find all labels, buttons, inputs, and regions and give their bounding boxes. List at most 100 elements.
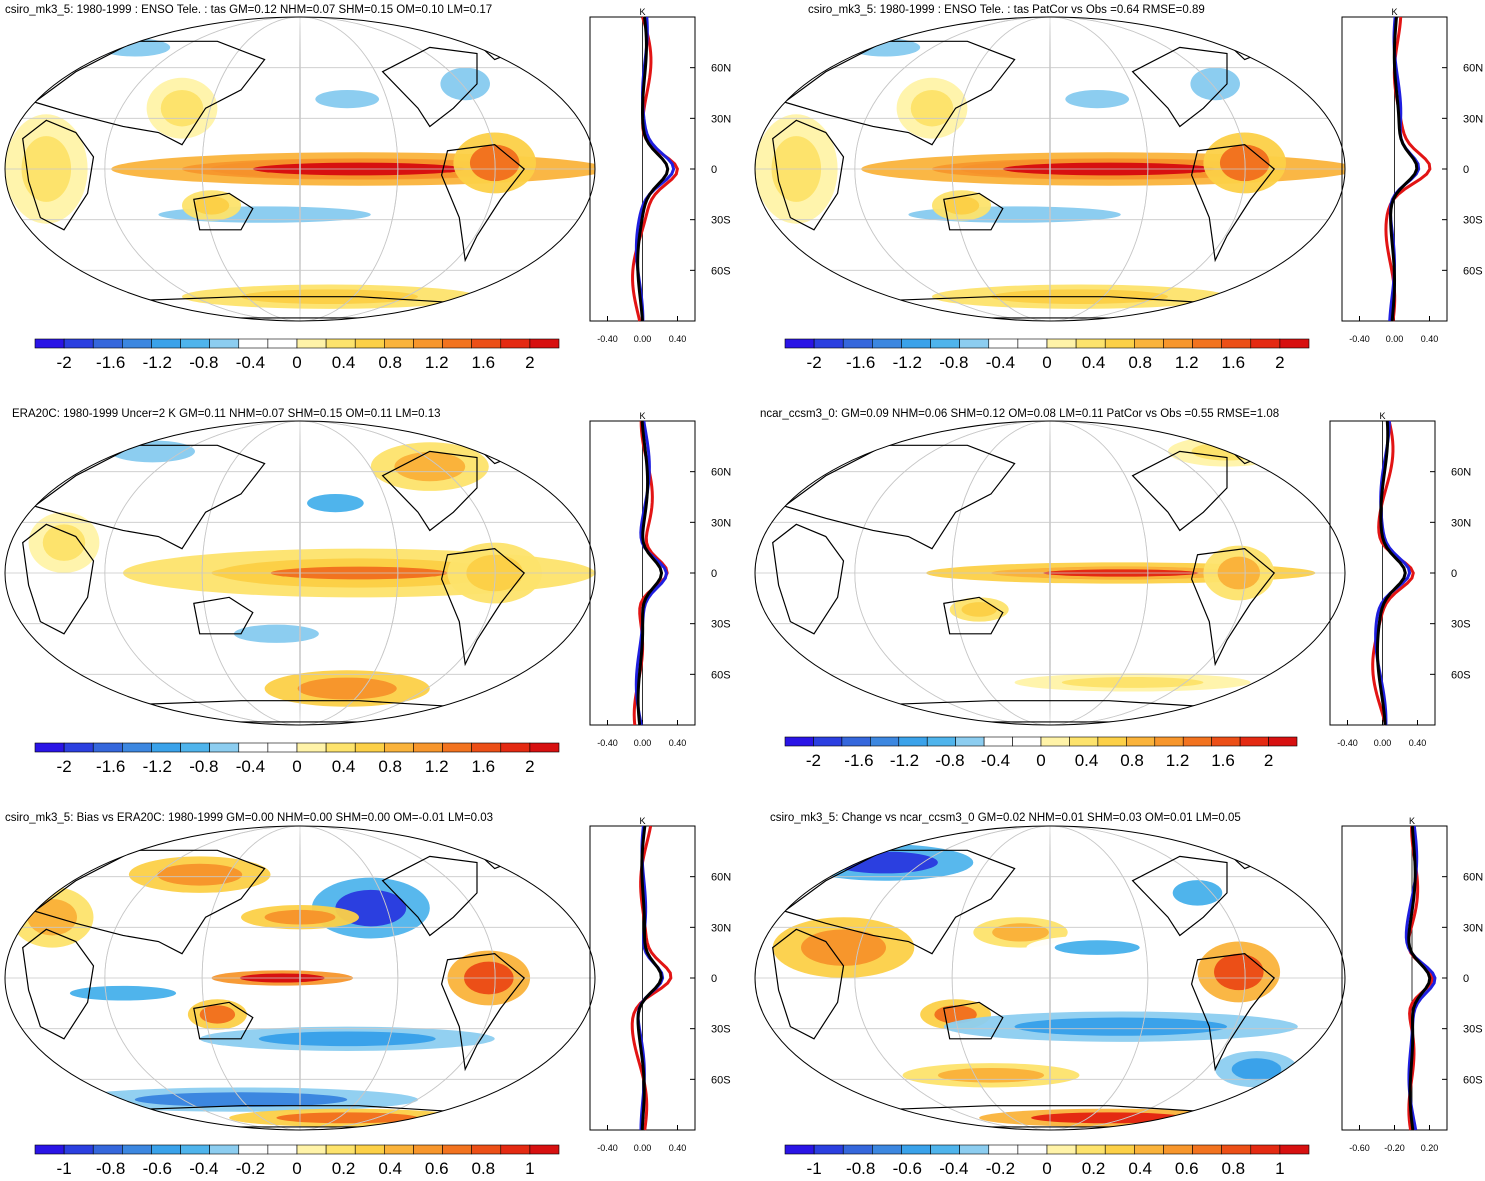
colorbar-swatch bbox=[529, 1144, 560, 1155]
colorbar-swatch bbox=[1046, 338, 1077, 349]
profile-x-label: -0.60 bbox=[1349, 1143, 1370, 1153]
longitude-gridline bbox=[299, 17, 301, 321]
colorbar-swatch bbox=[122, 1144, 152, 1155]
anomaly-core bbox=[307, 493, 364, 513]
profile-x-label: -0.40 bbox=[1337, 738, 1358, 748]
colorbar-label: 2 bbox=[1275, 353, 1284, 372]
coastline bbox=[22, 119, 95, 231]
anomaly-core bbox=[157, 863, 243, 886]
colorbar-label: -1.6 bbox=[96, 757, 125, 776]
colorbar-swatch bbox=[842, 1144, 873, 1155]
zonal-profile: K 60N 30N 0 30S 60S -0.60 -0.20 0.20 bbox=[1341, 816, 1483, 1153]
colorbar-swatch bbox=[1279, 338, 1310, 349]
anomaly-core bbox=[233, 624, 319, 643]
colorbar-swatch bbox=[442, 1144, 472, 1155]
colorbar-swatch bbox=[1097, 736, 1127, 747]
colorbar-swatch bbox=[500, 742, 531, 753]
colorbar-swatch bbox=[180, 338, 210, 349]
profile-lat-label: 0 bbox=[1463, 973, 1469, 985]
colorbar: -1 -0.8 -0.6 -0.4 -0.2 0 0.2 0.4 0.6 0.8 1 bbox=[34, 1144, 560, 1178]
colorbar-swatch bbox=[180, 742, 210, 753]
colorbar-swatch bbox=[442, 742, 472, 753]
colorbar-swatch bbox=[384, 742, 414, 753]
profile-unit: K bbox=[1379, 411, 1385, 421]
profile-x-label: -0.40 bbox=[597, 334, 618, 344]
colorbar-swatch bbox=[1017, 1144, 1048, 1155]
profile-lat-label: 30S bbox=[1451, 619, 1471, 631]
colorbar-swatch bbox=[122, 742, 152, 753]
colorbar-swatch bbox=[209, 742, 240, 753]
colorbar-label: 1.2 bbox=[425, 757, 449, 776]
colorbar-swatch bbox=[1268, 736, 1298, 747]
profile-lat-label: 0 bbox=[711, 973, 717, 985]
colorbar-swatch bbox=[63, 338, 94, 349]
profile-lat-label: 60N bbox=[1463, 63, 1483, 75]
coastline bbox=[381, 855, 478, 937]
obs-profile-line bbox=[1384, 16, 1432, 322]
colorbar-swatch bbox=[151, 742, 181, 753]
colorbar-label: 0.8 bbox=[378, 757, 402, 776]
coastline bbox=[1190, 953, 1276, 1072]
profile-lat-label: 30S bbox=[1463, 215, 1483, 227]
map-border bbox=[4, 16, 596, 322]
colorbar-label: 0.4 bbox=[332, 353, 356, 372]
colorbar-swatch bbox=[988, 338, 1019, 349]
colorbar-label: 0 bbox=[292, 1159, 301, 1178]
colorbar-swatch bbox=[1250, 1144, 1281, 1155]
anomaly-core bbox=[258, 1031, 436, 1047]
colorbar-label: -0.4 bbox=[189, 1159, 218, 1178]
longitude-gridline bbox=[201, 826, 399, 1130]
colorbar-swatch bbox=[267, 338, 298, 349]
colorbar-swatch bbox=[354, 1144, 385, 1155]
colorbar-swatch bbox=[813, 338, 844, 349]
panel-title: csiro_mk3_5: Bias vs ERA20C: 1980-1999 G… bbox=[5, 812, 493, 824]
profile-lat-label: 60S bbox=[711, 1074, 731, 1086]
colorbar-swatch bbox=[1154, 736, 1184, 747]
coastline bbox=[22, 928, 95, 1040]
colorbar-swatch bbox=[529, 742, 560, 753]
colorbar-swatch bbox=[151, 338, 181, 349]
colorbar-swatch bbox=[1069, 736, 1099, 747]
longitude-gridline bbox=[201, 17, 399, 321]
colorbar-swatch bbox=[1163, 1144, 1193, 1155]
panel-6: csiro_mk3_5: Change vs ncar_ccsm3_0 GM=0… bbox=[754, 812, 1483, 1178]
colorbar-swatch bbox=[325, 742, 356, 753]
colorbar-label: -0.4 bbox=[981, 751, 1010, 770]
anomaly-core bbox=[992, 923, 1049, 942]
colorbar-label: 0.4 bbox=[1082, 353, 1106, 372]
profile-lat-label: 30S bbox=[711, 1024, 731, 1036]
colorbar-swatch bbox=[930, 338, 960, 349]
profile-lat-label: 30S bbox=[1463, 1024, 1483, 1036]
colorbar-swatch bbox=[1221, 1144, 1252, 1155]
colorbar-swatch bbox=[1017, 338, 1048, 349]
colorbar-label: -0.8 bbox=[189, 353, 218, 372]
colorbar-swatch bbox=[413, 338, 443, 349]
map-border bbox=[4, 420, 596, 726]
anomaly-core bbox=[937, 1067, 1045, 1083]
profile-x-label: 0.20 bbox=[1421, 1143, 1439, 1153]
colorbar-swatch bbox=[872, 1144, 902, 1155]
profile-x-label: 0.00 bbox=[1374, 738, 1392, 748]
coastline bbox=[440, 144, 526, 263]
profile-unit: K bbox=[639, 411, 645, 421]
anomaly-core bbox=[276, 1112, 419, 1124]
panel-title: csiro_mk3_5: 1980-1999 : ENSO Tele. : ta… bbox=[5, 4, 492, 16]
colorbar-label: -0.8 bbox=[846, 1159, 875, 1178]
colorbar-label: -1 bbox=[57, 1159, 72, 1178]
longitude-gridline bbox=[201, 421, 399, 725]
colorbar-swatch bbox=[92, 1144, 123, 1155]
panel-3: ERA20C: 1980-1999 Uncer=2 K GM=0.11 NHM=… bbox=[4, 408, 731, 776]
profile-lat-label: 60N bbox=[711, 63, 731, 75]
colorbar-label: 1.6 bbox=[471, 353, 495, 372]
panel-title: csiro_mk3_5: Change vs ncar_ccsm3_0 GM=0… bbox=[770, 812, 1241, 824]
longitude-gridline bbox=[854, 421, 1246, 725]
anomaly-core bbox=[69, 985, 177, 1001]
colorbar-label: 1 bbox=[1275, 1159, 1284, 1178]
anomaly-core bbox=[193, 196, 230, 215]
colorbar-swatch bbox=[983, 736, 1013, 747]
panel-title: ncar_ccsm3_0: GM=0.09 NHM=0.06 SHM=0.12 … bbox=[760, 408, 1279, 420]
map-border bbox=[754, 420, 1346, 726]
colorbar: -2 -1.6 -1.2 -0.8 -0.4 0 0.4 0.8 1.2 1.6 2 bbox=[784, 338, 1310, 372]
colorbar-swatch bbox=[34, 742, 65, 753]
profile-lat-label: 30N bbox=[1451, 517, 1471, 529]
